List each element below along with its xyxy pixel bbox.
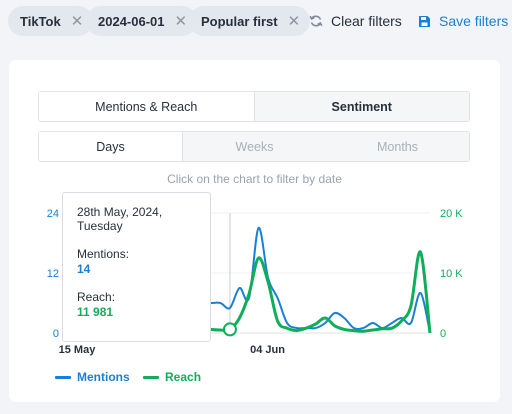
- filter-chip-label: 2024-06-01: [98, 13, 165, 29]
- period-switch: Days Weeks Months: [38, 131, 470, 162]
- right-axis-tick-label: 0: [440, 328, 446, 340]
- reach-hover-point: [222, 322, 237, 337]
- period-months[interactable]: Months: [326, 132, 469, 161]
- tooltip-reach-value: 11 981: [77, 305, 114, 319]
- left-axis-tick-label: 12: [47, 268, 59, 280]
- save-filters-button[interactable]: Save filters: [418, 13, 508, 29]
- filter-bar: TikTok ✕ 2024-06-01 ✕ Popular first ✕ Cl…: [0, 0, 512, 44]
- filter-chip-date[interactable]: 2024-06-01 ✕: [86, 6, 198, 36]
- period-weeks[interactable]: Weeks: [182, 132, 326, 161]
- legend-mentions-label: Mentions: [77, 370, 130, 384]
- legend-mentions[interactable]: Mentions: [55, 370, 130, 384]
- legend-mentions-swatch: [55, 375, 71, 379]
- x-axis-tick-label: 15 May: [59, 344, 97, 356]
- left-axis-tick-label: 24: [47, 208, 59, 220]
- close-icon[interactable]: ✕: [70, 12, 84, 30]
- filter-chip-label: Popular first: [201, 13, 278, 29]
- save-icon: [419, 15, 430, 27]
- save-filters-label: Save filters: [439, 13, 509, 29]
- clear-filters-label: Clear filters: [331, 13, 402, 29]
- clear-filters-button[interactable]: Clear filters: [309, 13, 402, 29]
- tooltip-date: 28th May, 2024, Tuesday: [77, 205, 163, 233]
- tab-mentions-reach[interactable]: Mentions & Reach: [39, 92, 254, 121]
- filter-chip-label: TikTok: [20, 13, 61, 29]
- left-axis-tick-label: 0: [53, 328, 59, 340]
- legend-reach-label: Reach: [165, 370, 202, 384]
- x-axis-tick-label: 04 Jun: [250, 344, 285, 356]
- chart-tabs: Mentions & Reach Sentiment: [38, 91, 470, 122]
- close-icon[interactable]: ✕: [287, 12, 301, 30]
- right-axis-tick-label: 20 K: [440, 208, 463, 220]
- tab-sentiment[interactable]: Sentiment: [253, 92, 469, 121]
- tooltip-mentions-value: 14: [77, 262, 91, 276]
- filter-chip-source[interactable]: TikTok ✕: [8, 6, 94, 36]
- legend-reach[interactable]: Reach: [143, 370, 201, 384]
- chart-hint: Click on the chart to filter by date: [167, 172, 342, 186]
- chart-tooltip: 28th May, 2024, Tuesday Mentions: 14 Rea…: [62, 192, 211, 342]
- tooltip-mentions-label: Mentions:: [77, 247, 130, 261]
- tooltip-reach-label: Reach:: [77, 290, 116, 304]
- right-axis-tick-label: 10 K: [440, 268, 463, 280]
- chart-card: Mentions & Reach Sentiment Days Weeks Mo…: [9, 60, 500, 402]
- refresh-icon: [309, 15, 323, 27]
- legend-reach-swatch: [143, 375, 159, 379]
- close-icon[interactable]: ✕: [174, 12, 188, 30]
- period-days[interactable]: Days: [39, 132, 182, 161]
- filter-chip-sort[interactable]: Popular first ✕: [189, 6, 311, 36]
